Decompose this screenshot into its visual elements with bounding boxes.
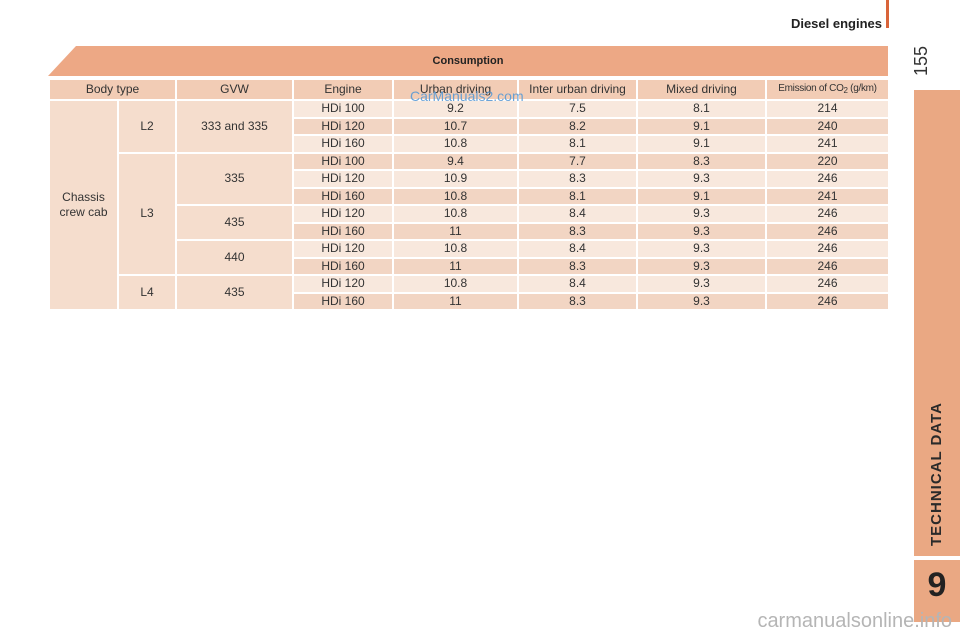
mixed-cell: 9.3: [636, 204, 767, 224]
engine-cell: HDi 160: [292, 291, 394, 311]
inter-urban-cell: 7.5: [517, 99, 638, 119]
engine-cell: HDi 120: [292, 169, 394, 189]
gvw-cell: 440: [175, 239, 294, 276]
co2-subscript: 2: [843, 86, 848, 95]
header-accent-bar: [886, 0, 889, 28]
length-cell: L3: [117, 151, 177, 276]
mixed-cell: 9.3: [636, 169, 767, 189]
engine-cell: HDi 120: [292, 204, 394, 224]
engine-cell: HDi 160: [292, 221, 394, 241]
engine-cell: HDi 100: [292, 99, 394, 119]
inter-urban-cell: 8.3: [517, 256, 638, 276]
co2-cell: 241: [765, 134, 890, 154]
inter-urban-cell: 8.4: [517, 239, 638, 259]
urban-cell: 9.4: [392, 151, 519, 171]
watermark-bottom[interactable]: carmanualsonline.info: [757, 610, 952, 632]
table-row: HDi 120 10.9 8.3 9.3 246: [49, 169, 890, 189]
consumption-table: Body type GVW Engine Urban driving Inter…: [48, 78, 890, 311]
urban-cell: 10.8: [392, 186, 519, 206]
urban-cell: 11: [392, 256, 519, 276]
column-header-engine: Engine: [292, 78, 394, 101]
urban-cell: 11: [392, 291, 519, 311]
engine-cell: HDi 160: [292, 134, 394, 154]
inter-urban-cell: 8.3: [517, 291, 638, 311]
co2-cell: 246: [765, 221, 890, 241]
engine-cell: HDi 160: [292, 186, 394, 206]
inter-urban-cell: 8.4: [517, 274, 638, 294]
mixed-cell: 9.3: [636, 291, 767, 311]
co2-cell: 246: [765, 256, 890, 276]
body-type-cell: Chassis crew cab: [48, 99, 119, 311]
gvw-cell: 333 and 335: [175, 99, 294, 154]
table-row: HDi 160 11 8.3 9.3 246: [49, 291, 890, 311]
engine-cell: HDi 120: [292, 239, 394, 259]
table-title: Consumption: [48, 46, 888, 76]
inter-urban-cell: 8.3: [517, 169, 638, 189]
table-row: HDi 120 10.7 8.2 9.1 240: [49, 116, 890, 136]
co2-cell: 246: [765, 274, 890, 294]
urban-cell: 10.8: [392, 239, 519, 259]
mixed-cell: 8.3: [636, 151, 767, 171]
urban-cell: 10.8: [392, 274, 519, 294]
engine-cell: HDi 120: [292, 116, 394, 136]
chapter-number: 9: [927, 566, 947, 604]
chapter-label: TECHNICAL DATA: [928, 402, 945, 546]
urban-cell: 10.7: [392, 116, 519, 136]
urban-cell: 10.8: [392, 134, 519, 154]
co2-cell: 246: [765, 169, 890, 189]
urban-cell: 11: [392, 221, 519, 241]
gvw-cell: 435: [175, 204, 294, 241]
gvw-cell: 435: [175, 274, 294, 311]
table-header-row: Body type GVW Engine Urban driving Inter…: [48, 78, 890, 101]
urban-cell: 10.9: [392, 169, 519, 189]
co2-cell: 241: [765, 186, 890, 206]
column-header-gvw: GVW: [175, 78, 294, 101]
mixed-cell: 9.1: [636, 186, 767, 206]
co2-cell: 246: [765, 204, 890, 224]
mixed-cell: 8.1: [636, 99, 767, 119]
table-row: Chassis crew cab L2 333 and 335 HDi 100 …: [48, 99, 890, 311]
inter-urban-cell: 8.4: [517, 204, 638, 224]
co2-cell: 214: [765, 99, 890, 119]
mixed-cell: 9.3: [636, 256, 767, 276]
chapter-side-band: [914, 90, 960, 622]
section-title: Diesel engines: [790, 16, 882, 31]
watermark-top[interactable]: CarManuals2.com: [410, 88, 524, 104]
mixed-cell: 9.1: [636, 134, 767, 154]
co2-cell: 240: [765, 116, 890, 136]
chapter-divider: [914, 556, 960, 560]
length-cell: L4: [117, 274, 177, 311]
inter-urban-cell: 8.3: [517, 221, 638, 241]
inter-urban-cell: 7.7: [517, 151, 638, 171]
co2-cell: 246: [765, 239, 890, 259]
co2-cell: 246: [765, 291, 890, 311]
table-row: 435 HDi 120 10.8 8.4 9.3 246: [49, 204, 890, 241]
mixed-cell: 9.3: [636, 239, 767, 259]
table-row: L4 435 HDi 120 10.8 8.4 9.3 246: [49, 274, 890, 311]
urban-cell: 10.8: [392, 204, 519, 224]
table-row: HDi 160 11 8.3 9.3 246: [49, 256, 890, 276]
co2-prefix: Emission of CO: [778, 83, 844, 94]
engine-cell: HDi 100: [292, 151, 394, 171]
column-header-mixed: Mixed driving: [636, 78, 767, 101]
engine-cell: HDi 160: [292, 256, 394, 276]
table-row: L3 335 HDi 100 9.4 7.7 8.3 220: [49, 151, 890, 276]
mixed-cell: 9.3: [636, 274, 767, 294]
mixed-cell: 9.3: [636, 221, 767, 241]
inter-urban-cell: 8.1: [517, 186, 638, 206]
column-header-body-type: Body type: [48, 78, 177, 101]
co2-suffix: (g/km): [847, 83, 877, 94]
column-header-inter-urban: Inter urban driving: [517, 78, 638, 101]
inter-urban-cell: 8.2: [517, 116, 638, 136]
co2-cell: 220: [765, 151, 890, 171]
mixed-cell: 9.1: [636, 116, 767, 136]
engine-cell: HDi 120: [292, 274, 394, 294]
column-header-co2: Emission of CO2 (g/km): [765, 78, 890, 101]
gvw-cell: 335: [175, 151, 294, 206]
page-number: 155: [911, 45, 931, 77]
urban-cell: 9.2: [392, 99, 519, 119]
inter-urban-cell: 8.1: [517, 134, 638, 154]
length-cell: L2: [117, 99, 177, 154]
column-header-urban: Urban driving: [392, 78, 519, 101]
